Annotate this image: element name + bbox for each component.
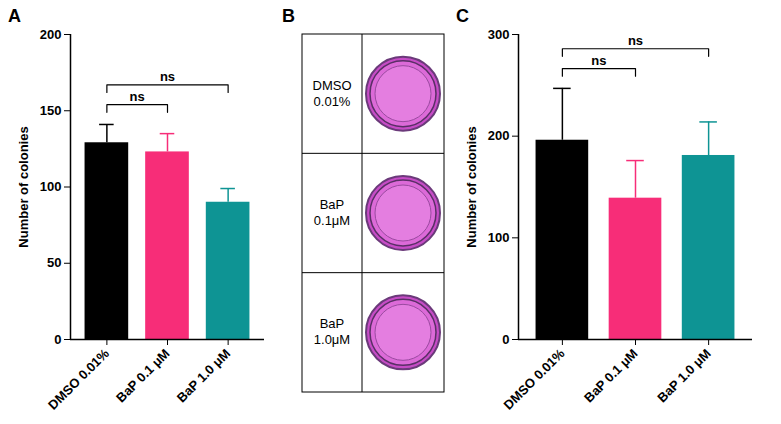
svg-text:DMSO 0.01%: DMSO 0.01% — [45, 345, 112, 412]
svg-text:ns: ns — [160, 69, 175, 84]
svg-text:DMSO 0.01%: DMSO 0.01% — [501, 345, 568, 412]
svg-text:100: 100 — [488, 230, 510, 245]
svg-text:150: 150 — [40, 103, 62, 118]
svg-text:BaP 0.1 μM: BaP 0.1 μM — [581, 346, 640, 405]
svg-text:BaP0.1μM: BaP0.1μM — [314, 197, 350, 228]
svg-text:300: 300 — [488, 27, 510, 42]
svg-text:DMSO0.01%: DMSO0.01% — [313, 78, 352, 109]
svg-text:0: 0 — [502, 332, 509, 347]
svg-text:200: 200 — [488, 128, 510, 143]
svg-text:BaP 1.0 μM: BaP 1.0 μM — [174, 346, 233, 405]
svg-text:Number of colonies: Number of colonies — [16, 126, 31, 247]
svg-text:100: 100 — [40, 179, 62, 194]
svg-text:BaP 0.1 μM: BaP 0.1 μM — [113, 346, 172, 405]
svg-text:ns: ns — [591, 53, 606, 68]
html-text:B: B — [282, 6, 295, 26]
svg-text:Number of colonies: Number of colonies — [464, 126, 479, 247]
svg-text:BaP1.0μM: BaP1.0μM — [314, 316, 350, 347]
svg-text:0: 0 — [54, 332, 61, 347]
svg-text:50: 50 — [47, 255, 61, 270]
html-text:C: C — [456, 6, 469, 26]
svg-text:200: 200 — [40, 27, 62, 42]
svg-text:BaP 1.0 μM: BaP 1.0 μM — [654, 346, 713, 405]
svg-text:ns: ns — [628, 33, 643, 48]
html-text:A: A — [8, 6, 21, 26]
svg-text:ns: ns — [130, 89, 145, 104]
